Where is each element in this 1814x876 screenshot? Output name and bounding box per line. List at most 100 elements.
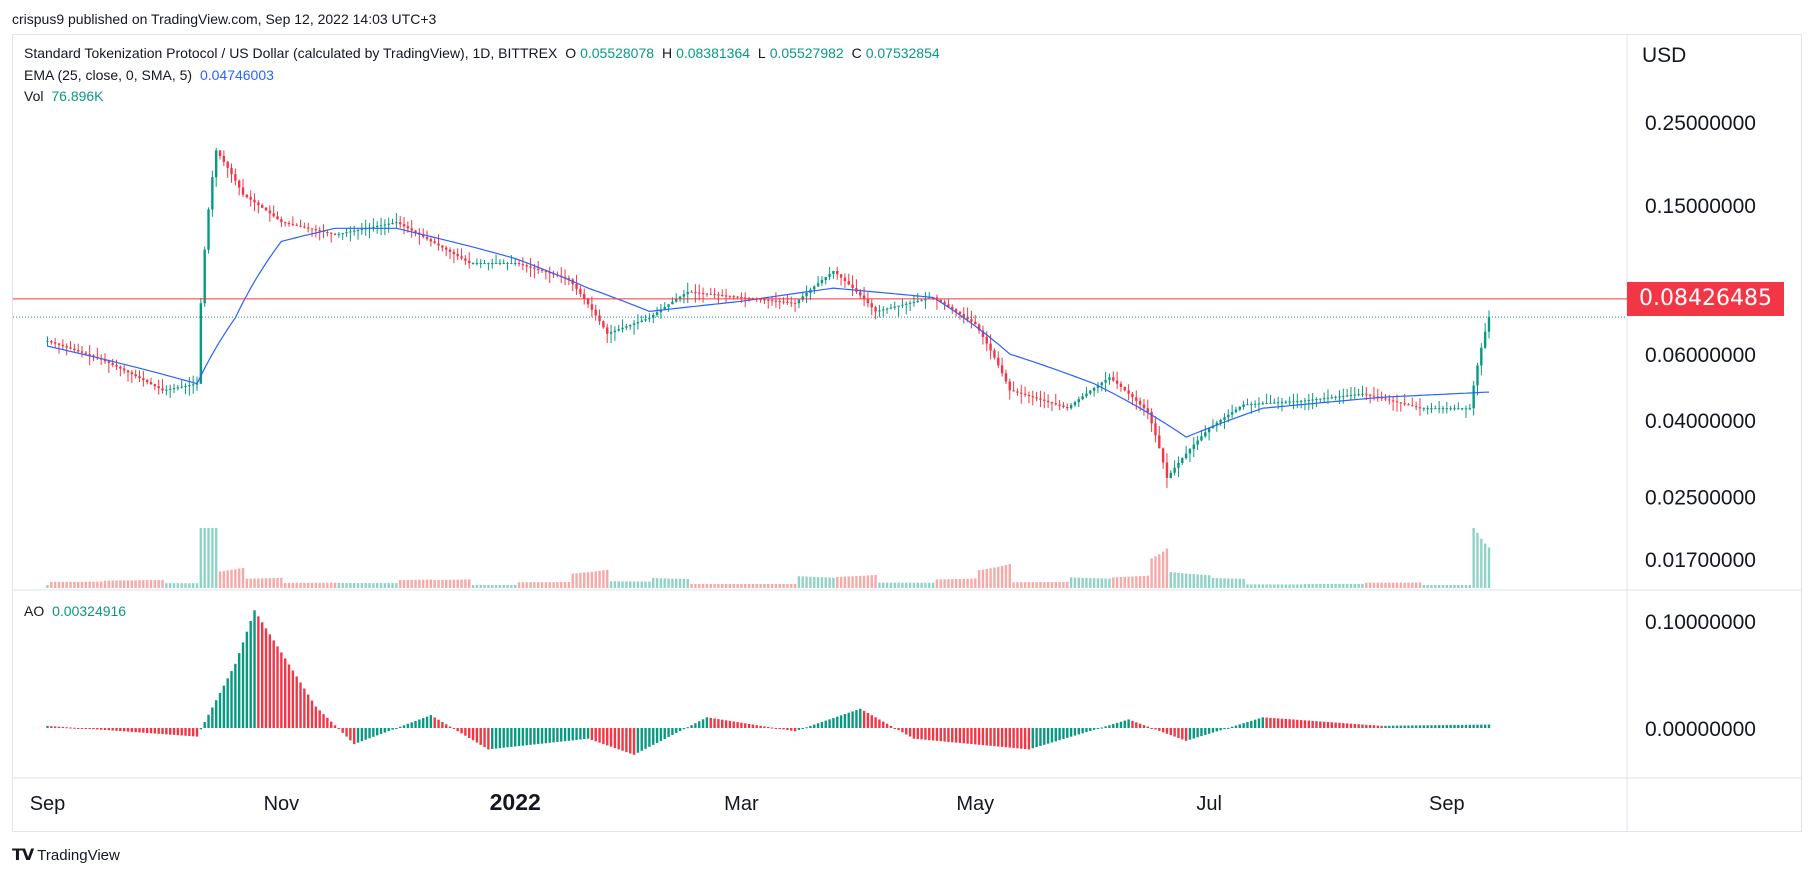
volume-bar [552,582,555,588]
footer-brand: 𝗧𝗩 TradingView [12,845,120,865]
candle-body [1135,397,1138,401]
candle-body [149,382,153,385]
volume-bar [498,585,502,588]
candle-body [885,308,889,310]
ao-bar [1460,724,1464,728]
candle-body [970,319,973,322]
volume-bar [1204,574,1207,588]
volume-bar [935,579,939,588]
candle-body [456,254,459,257]
candle-body [464,258,467,261]
ao-bar [1027,728,1031,750]
volume-bar [1361,583,1364,588]
candle-body [1058,404,1061,406]
volume-bar [1077,577,1080,588]
volume-bar [1184,573,1188,588]
volume-bar [567,582,571,588]
volume-bar [1196,574,1199,588]
ao-bar [1403,725,1406,728]
volume-bar [533,582,536,588]
volume-bar [1349,583,1353,588]
ao-bar [1365,724,1368,728]
ao-bar [598,728,601,743]
ao-bar [199,728,203,730]
ao-bar [364,728,367,740]
volume-bar [947,579,950,588]
candle-body [153,384,157,387]
ao-bar [786,728,789,731]
ao-bar [851,711,854,728]
ao-bar [632,728,636,755]
candle-body [168,388,172,390]
ao-bar [510,728,513,747]
candle-body [345,232,348,234]
candle-body [947,304,950,307]
ao-bar [456,728,459,732]
candle-body [360,229,364,231]
volume-bar [1108,578,1111,588]
candle-body [230,167,233,175]
ao-bar [1273,718,1276,728]
volume-bar [786,583,789,588]
candle-body [61,344,65,347]
candle-body [1158,435,1161,449]
ao-bar [1092,728,1096,730]
ao-bar [1391,725,1395,728]
volume-label: Vol [24,88,44,104]
candle-body [310,228,314,230]
candle-body [314,229,318,231]
ao-bar [207,714,210,728]
candle-body [1096,385,1100,388]
ao-bar [399,726,402,728]
ao-bar [1361,724,1364,728]
ao-bar [406,723,410,728]
ao-bar [1441,725,1445,728]
volume-bar [1380,582,1383,588]
volume-bar [1169,572,1172,588]
ao-bar [1472,724,1475,728]
candle-body [157,386,160,389]
ao-bar [609,728,613,747]
candle-body [510,263,513,265]
volume-bar [770,583,774,588]
candle-body [1004,373,1008,382]
candle-body [1016,391,1019,393]
price-tick-label: 0.25000000 [1645,112,1756,135]
volume-bar [1395,582,1399,588]
candle-body [1046,400,1050,403]
candle-body [1414,406,1418,408]
candle-body [1165,462,1169,478]
volume-bar [1315,583,1318,588]
ao-bar [376,728,379,736]
ao-bar [260,622,264,728]
ao-bar [1445,725,1449,728]
volume-bar [981,569,985,588]
ao-bar [268,634,272,728]
ao-bar [1288,719,1291,728]
candle-body [1372,395,1376,397]
candle-body [1472,385,1475,409]
open-label: O [565,45,577,61]
volume-bar [797,576,801,588]
volume-bar [345,583,348,588]
candle-body [188,385,191,387]
ao-bar [533,728,536,745]
ao-bar [1169,728,1172,736]
candle-body [663,306,666,310]
candle-body [425,236,429,240]
ao-bar [249,621,252,728]
candle-body [1250,404,1253,406]
ao-bar [257,616,260,728]
volume-bar [1261,584,1264,588]
volume-value: 76.896K [51,88,104,104]
candle-body [1464,408,1468,410]
volume-bar [1357,583,1360,588]
candle-body [924,299,927,301]
ao-bar [53,726,57,728]
volume-bar [816,577,820,588]
candle-body [954,309,958,312]
candle-body [53,342,57,344]
candle-body [529,266,532,268]
candle-body [759,299,762,301]
